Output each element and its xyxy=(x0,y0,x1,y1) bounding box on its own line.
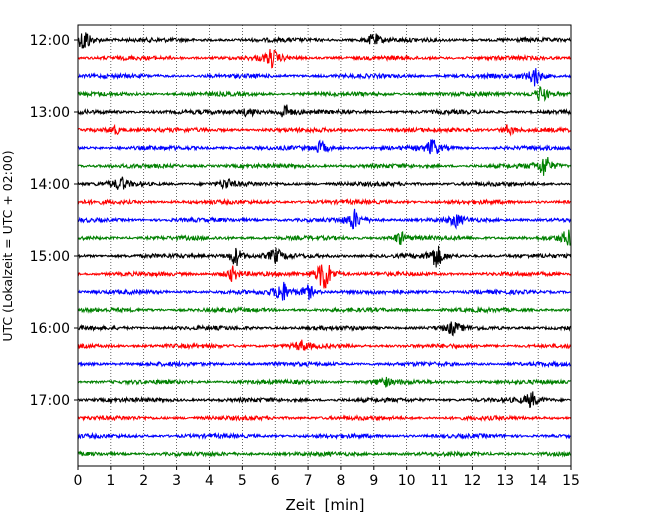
x-axis: 0 1 2 3 4 5 6 7 8 9 10 11 12 13 14 15 xyxy=(74,466,580,489)
seismic-trace xyxy=(77,208,572,230)
seismic-trace xyxy=(77,391,571,409)
seismic-trace xyxy=(77,86,571,102)
seismic-trace xyxy=(77,32,572,49)
x-tick-label: 3 xyxy=(172,473,181,489)
x-tick-label: 2 xyxy=(139,473,148,489)
y-axis-label: UTC (Lokalzeit = UTC + 02:00) xyxy=(0,150,15,341)
x-tick-label: 6 xyxy=(271,473,280,489)
y-tick-label: 14:00 xyxy=(30,177,70,193)
seismic-trace xyxy=(77,176,571,191)
seismic-trace xyxy=(77,197,571,206)
seismic-trace xyxy=(77,431,571,440)
y-tick-label: 13:00 xyxy=(30,105,70,121)
x-tick-label: 12 xyxy=(463,473,481,489)
seismic-trace xyxy=(77,68,572,87)
seismic-trace xyxy=(77,123,572,137)
x-tick-label: 14 xyxy=(529,473,547,489)
x-tick-label: 15 xyxy=(562,473,580,489)
x-tick-label: 9 xyxy=(369,473,378,489)
plot-frame xyxy=(77,24,572,467)
seismic-trace xyxy=(77,305,572,315)
x-tick-label: 10 xyxy=(398,473,416,489)
y-tick-label: 17:00 xyxy=(30,393,70,409)
x-tick-label: 1 xyxy=(106,473,115,489)
y-tick-label: 16:00 xyxy=(30,321,70,337)
y-tick-label: 12:00 xyxy=(30,33,70,49)
x-tick-label: 4 xyxy=(205,473,214,489)
seismic-trace xyxy=(77,339,572,351)
x-tick-label: 5 xyxy=(238,473,247,489)
y-tick-label: 15:00 xyxy=(30,249,70,265)
trace-group xyxy=(77,32,572,459)
seismic-trace xyxy=(77,138,571,155)
seismic-trace xyxy=(77,48,572,69)
x-axis-label: Zeit [min] xyxy=(285,496,364,514)
y-axis: 12:00 13:00 14:00 15:00 16:00 17:00 xyxy=(30,33,78,409)
seismic-trace xyxy=(77,359,572,369)
seismic-trace xyxy=(77,157,572,176)
seismic-trace xyxy=(77,281,571,301)
seismic-trace xyxy=(77,414,572,422)
x-tick-label: 0 xyxy=(74,473,83,489)
seismic-trace xyxy=(77,321,572,337)
seismic-trace xyxy=(78,245,572,268)
seismic-trace xyxy=(77,264,571,289)
x-tick-label: 8 xyxy=(336,473,345,489)
x-tick-label: 7 xyxy=(304,473,313,489)
x-tick-label: 11 xyxy=(431,473,449,489)
seismic-trace xyxy=(77,450,571,459)
x-tick-label: 13 xyxy=(496,473,514,489)
seismic-trace xyxy=(77,229,572,246)
seismic-trace xyxy=(77,376,571,388)
seismic-trace xyxy=(77,104,572,118)
